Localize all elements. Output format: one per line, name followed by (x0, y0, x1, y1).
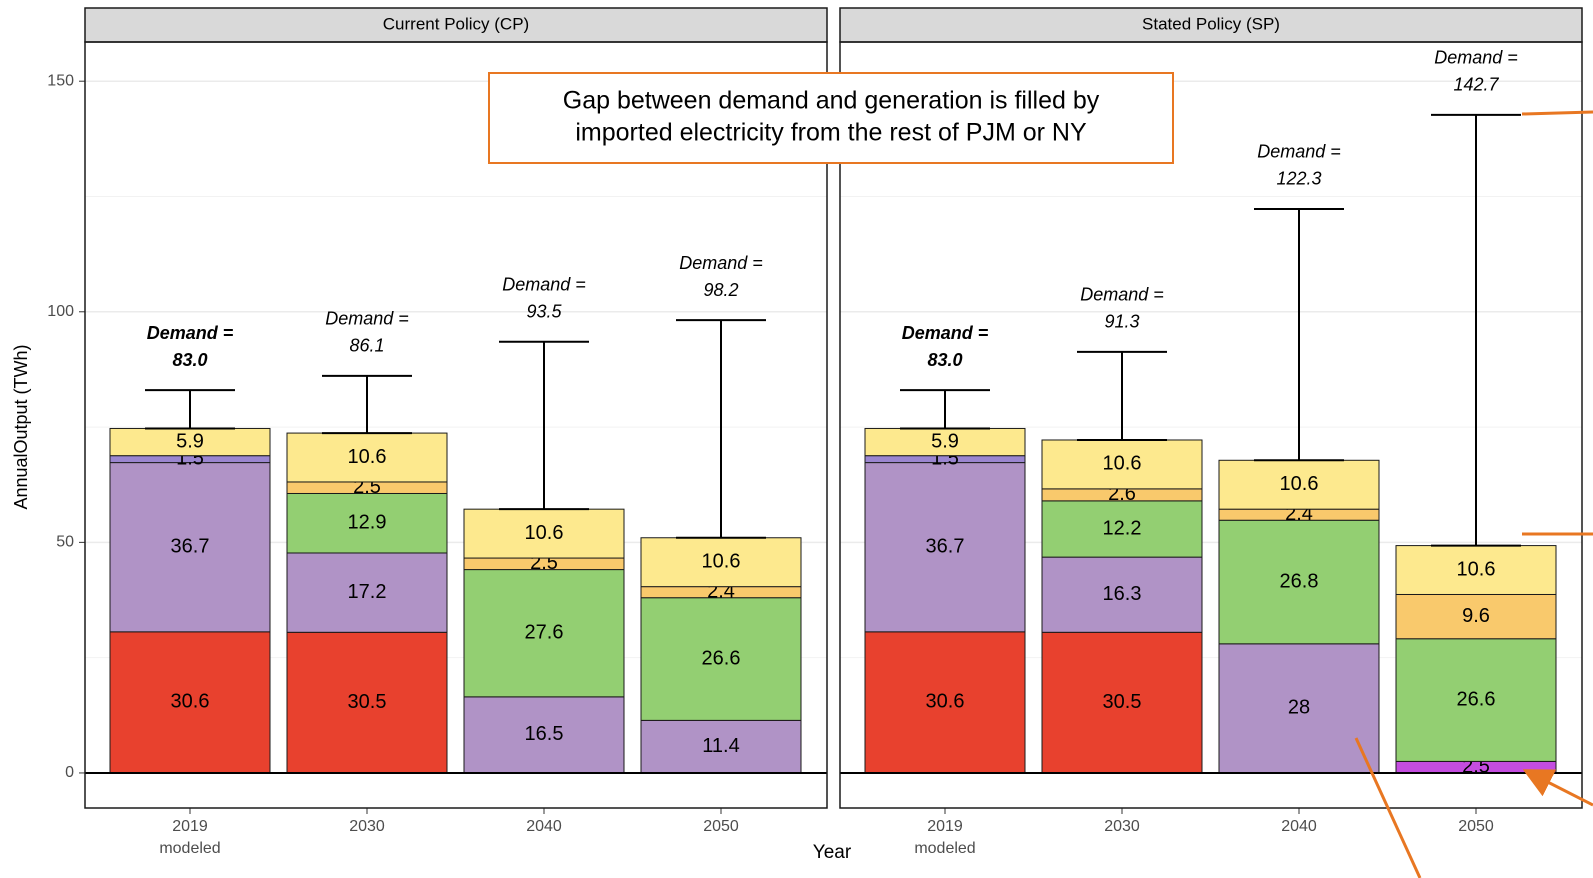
x-tick-label: 2050 (1458, 818, 1494, 835)
demand-value: 83.0 (927, 350, 962, 370)
y-axis-label: AnnualOutput (TWh) (11, 344, 31, 509)
segment-label: 26.6 (702, 647, 741, 669)
bar-segment (463, 569, 625, 698)
bar-segment (1395, 593, 1557, 640)
panel-title: Current Policy (CP) (383, 14, 529, 33)
x-tick-label: 2040 (1281, 818, 1317, 835)
bar-segment (640, 719, 802, 774)
segment-label: 26.8 (1280, 570, 1319, 592)
bar-segment (640, 597, 802, 721)
demand-label: Demand = (1434, 48, 1518, 68)
segment-label: 16.5 (525, 723, 564, 745)
demand-label: Demand = (1080, 285, 1164, 305)
bar-segment (1041, 556, 1203, 633)
demand-label: Demand = (502, 275, 586, 295)
annotation-box (488, 72, 1174, 164)
demand-value: 142.7 (1453, 75, 1499, 95)
bar-segment (1395, 638, 1557, 762)
bar-segment (286, 631, 448, 774)
demand-value: 86.1 (349, 336, 384, 356)
segment-label: 11.4 (702, 735, 739, 757)
annotation-text: imported electricity from the rest of PJ… (575, 119, 1087, 147)
demand-label: Demand = (1257, 142, 1341, 162)
bar-segment (640, 537, 802, 588)
bar-segment (1041, 500, 1203, 558)
x-tick-label: 2019 (927, 818, 963, 835)
segment-label: 10.6 (1457, 558, 1496, 580)
segment-label: 5.9 (176, 430, 204, 452)
segment-label: 12.2 (1103, 517, 1142, 539)
segment-label: 10.6 (1280, 473, 1319, 495)
x-tick-label: 2019 (172, 818, 208, 835)
pointer-arrow (1522, 769, 1593, 807)
bar-segment (286, 432, 448, 483)
y-tick-label: 0 (65, 764, 74, 781)
x-tick-note: modeled (914, 840, 975, 857)
bar-segment (1395, 545, 1557, 595)
x-tick-label: 2030 (1104, 818, 1140, 835)
bar-segment (864, 462, 1026, 633)
segment-label: 5.9 (931, 430, 959, 452)
x-tick-label: 2040 (526, 818, 562, 835)
x-tick-note: modeled (159, 840, 220, 857)
bar-segment (1218, 459, 1380, 510)
segment-label: 28 (1288, 697, 1310, 719)
segment-label: 30.5 (348, 691, 387, 713)
segment-label: 36.7 (926, 535, 965, 557)
bar-segment (109, 427, 271, 457)
segment-label: 26.6 (1457, 688, 1496, 710)
y-tick-label: 150 (47, 72, 74, 89)
segment-label: 30.6 (926, 691, 965, 713)
segment-label: 12.9 (348, 512, 387, 534)
segment-label: 10.6 (702, 550, 741, 572)
bar-segment (1218, 519, 1380, 645)
segment-label: 10.6 (348, 446, 387, 468)
bar-segment (463, 508, 625, 559)
panel-border (84, 41, 828, 809)
bar-segment (109, 631, 271, 774)
demand-label: Demand = (147, 323, 234, 343)
bar-segment (286, 492, 448, 554)
x-tick-label: 2050 (703, 818, 739, 835)
demand-label: Demand = (325, 309, 409, 329)
segment-label: 36.7 (171, 535, 210, 557)
demand-value: 98.2 (703, 280, 738, 300)
pointer-line (1521, 110, 1593, 116)
panel-border (839, 41, 1583, 809)
segment-label: 10.6 (525, 522, 564, 544)
panel-title: Stated Policy (SP) (1142, 14, 1280, 33)
segment-label: 30.5 (1103, 691, 1142, 713)
demand-value: 91.3 (1104, 312, 1139, 332)
bar-segment (286, 552, 448, 633)
annotation-text: Gap between demand and generation is fil… (563, 87, 1100, 115)
demand-label: Demand = (679, 253, 763, 273)
demand-value: 122.3 (1276, 169, 1321, 189)
bar-segment (109, 462, 271, 633)
x-axis-label: Year (813, 842, 852, 863)
segment-label: 30.6 (171, 691, 210, 713)
segment-label: 27.6 (525, 621, 564, 643)
y-tick-label: 50 (56, 534, 74, 551)
x-tick-label: 2030 (349, 818, 385, 835)
y-tick-label: 100 (47, 303, 74, 320)
demand-value: 83.0 (172, 350, 207, 370)
bar-segment (1041, 631, 1203, 774)
segment-label: 9.6 (1462, 605, 1490, 627)
bar-segment (864, 427, 1026, 457)
segment-label: 17.2 (348, 581, 387, 603)
demand-label: Demand = (902, 323, 989, 343)
panel-strip (839, 7, 1583, 43)
pointer-arrow (1354, 737, 1422, 878)
demand-value: 93.5 (526, 302, 562, 322)
bar-segment (1041, 439, 1203, 490)
segment-label: 10.6 (1103, 453, 1142, 475)
bar-segment (864, 631, 1026, 774)
segment-label: 16.3 (1103, 583, 1142, 605)
